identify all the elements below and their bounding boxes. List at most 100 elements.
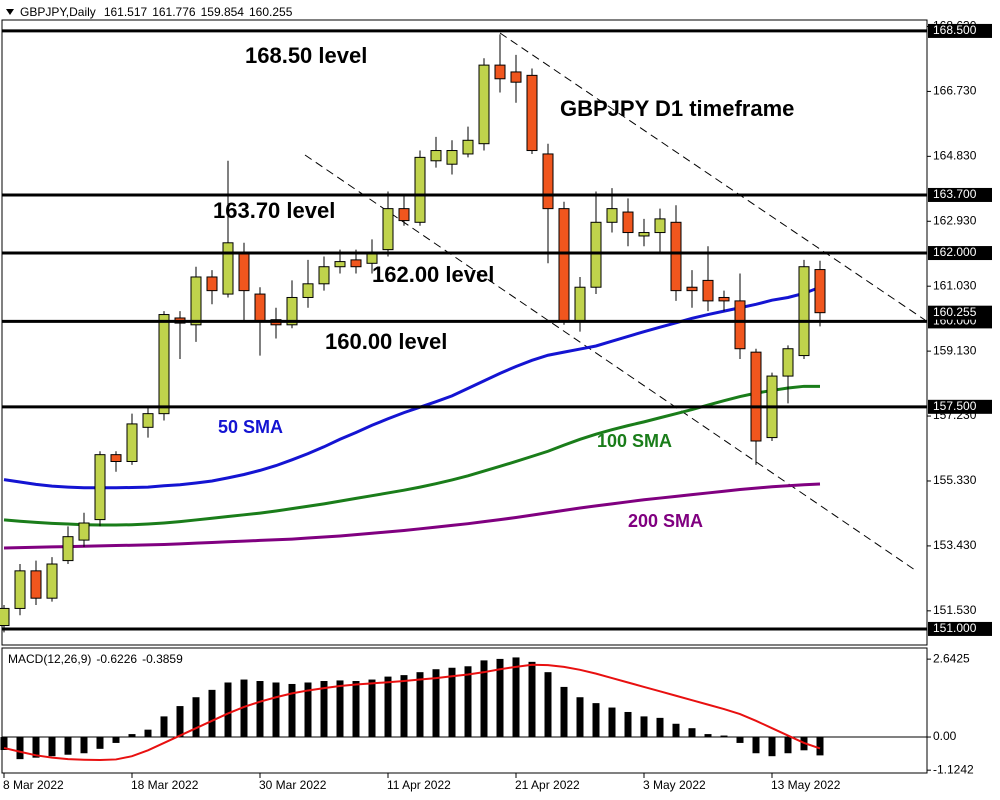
candle-body — [606, 208, 618, 223]
macd-bar — [128, 734, 136, 738]
price-label: 160.255 — [933, 305, 977, 319]
macd-bar — [528, 661, 536, 738]
y-tick-label: 153.430 — [933, 538, 977, 552]
low-value: 159.854 — [201, 5, 245, 19]
y-tick-label: -1.1242 — [933, 762, 974, 776]
candle-body — [574, 286, 586, 322]
sma-label: 50 SMA — [218, 417, 283, 437]
macd-bar — [816, 737, 824, 756]
y-tick-label: 151.530 — [933, 603, 977, 617]
y-tick-label: 159.130 — [933, 343, 977, 357]
macd-bar — [288, 683, 296, 738]
macd-bar — [496, 658, 504, 738]
macd-title: MACD(12,26,9) — [8, 652, 91, 666]
candle-body — [142, 413, 154, 428]
macd-bar — [64, 737, 72, 755]
candle-body — [398, 208, 410, 222]
level-label: 157.500 — [933, 399, 977, 413]
trend-line — [499, 32, 926, 321]
symbol: GBPJPY,Daily — [20, 5, 96, 19]
macd-bar — [0, 737, 8, 751]
candle-body — [702, 279, 714, 302]
level-label-box — [928, 246, 992, 261]
macd-bar — [96, 737, 104, 749]
candle-body — [430, 150, 442, 162]
candle-body — [558, 208, 570, 322]
macd-bar — [400, 675, 408, 738]
macd-bar — [752, 737, 760, 754]
candle-body — [654, 218, 666, 234]
candle-body — [414, 156, 426, 223]
x-tick-label: 11 Apr 2022 — [387, 778, 451, 792]
candle-body — [494, 64, 506, 80]
open-value: 161.517 — [104, 5, 148, 19]
level-label: 163.700 — [933, 187, 977, 201]
macd-header: MACD(12,26,9) -0.6226 -0.3859 — [8, 652, 183, 666]
macd-bar — [160, 716, 168, 738]
annotation: 162.00 level — [372, 262, 494, 287]
macd-value: -0.6226 — [96, 652, 137, 666]
price-panel — [1, 19, 928, 646]
macd-bar — [560, 686, 568, 738]
candle-body — [622, 211, 634, 234]
macd-bar — [544, 672, 552, 738]
candle-body — [62, 536, 74, 562]
candle-body — [734, 300, 746, 350]
annotation: 163.70 level — [213, 198, 335, 223]
macd-bar — [80, 737, 88, 754]
macd-bar — [192, 697, 200, 738]
candle-body — [510, 71, 522, 83]
macd-bar — [144, 729, 152, 738]
annotation: 168.50 level — [245, 43, 367, 68]
macd-bar — [416, 672, 424, 738]
macd-bar — [576, 697, 584, 738]
sma-label: 200 SMA — [628, 511, 703, 531]
x-tick-label: 3 May 2022 — [643, 778, 706, 792]
candle-body — [222, 242, 234, 295]
trend-line — [304, 154, 916, 571]
candle-body — [718, 296, 730, 302]
candle-body — [590, 221, 602, 288]
macd-bar — [608, 707, 616, 738]
macd-bar — [784, 737, 792, 754]
signal-value: -0.3859 — [142, 652, 183, 666]
sma-line — [3, 384, 820, 527]
macd-bar — [656, 717, 664, 738]
price-label-box — [928, 305, 992, 320]
macd-bar — [336, 680, 344, 738]
candle-body — [814, 269, 826, 314]
candle-body — [110, 454, 122, 462]
candle-body — [126, 423, 138, 462]
candle-body — [286, 296, 298, 326]
candle-body — [46, 563, 58, 599]
macd-bar — [304, 682, 312, 738]
candle-body — [542, 153, 554, 210]
level-label-box — [928, 187, 992, 202]
y-tick-label: 162.930 — [933, 213, 977, 227]
macd-bar — [512, 657, 520, 738]
candle-body — [782, 348, 794, 377]
candle-body — [686, 286, 698, 292]
macd-bar — [112, 737, 120, 743]
candle-body — [238, 252, 250, 292]
candle-body — [254, 293, 266, 322]
candle-body — [318, 266, 330, 285]
candle-body — [14, 570, 26, 609]
macd-bar — [16, 737, 24, 760]
candle-body — [190, 276, 202, 326]
macd-bar — [464, 666, 472, 738]
x-tick-label: 8 Mar 2022 — [3, 778, 64, 792]
macd-bar — [240, 679, 248, 738]
y-tick-label: 0.00 — [933, 729, 957, 743]
y-tick-label: 164.830 — [933, 149, 977, 163]
menu-icon — [6, 9, 14, 15]
macd-bar — [768, 737, 776, 757]
macd-bar — [256, 681, 264, 738]
candle-body — [526, 74, 538, 152]
y-tick-label: 155.330 — [933, 473, 977, 487]
macd-bar — [592, 703, 600, 738]
candle-body — [334, 261, 346, 268]
macd-bar — [320, 681, 328, 738]
